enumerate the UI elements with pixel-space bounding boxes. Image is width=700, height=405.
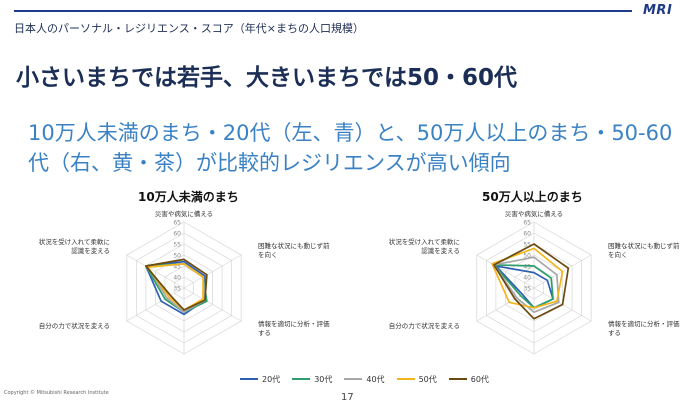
header-rule [14,10,632,12]
slide-subtitle: 日本人のパーソナル・レジリエンス・スコア（年代×まちの人口規模） [14,22,364,35]
chart-legend: 20代 30代 40代 50代 60代 [240,372,489,386]
legend-label: 30代 [314,374,333,384]
legend-label: 50代 [418,374,437,384]
page-number: 17 [341,392,354,403]
chart-title-large-cities: 50万人以上のまち [482,190,583,204]
lead-text: 10万人未満のまち・20代（左、青）と、50万人以上のまち・50-60代（右、黄… [28,121,673,175]
radial-tick-label: 60 [523,231,531,238]
category-label: 災害や病気に備える [155,209,213,218]
category-label: 情報を適切に分析・評価する [258,319,330,337]
legend-swatch [240,378,258,380]
axis-spoke [183,254,242,289]
radial-tick-label: 40 [173,275,181,282]
radial-tick-label: 35 [173,286,181,293]
axis-spoke [126,287,185,322]
category-label: 自分の力で状況を変える [389,321,460,330]
axis-spoke [476,287,535,322]
radial-tick-label: 45 [173,264,181,271]
radial-tick-label: 65 [523,220,531,227]
radial-tick-label: 55 [523,242,531,249]
legend-swatch [396,378,415,380]
category-label: 情報を適切に分析・評価する [608,319,680,337]
legend-swatch [292,378,311,380]
axis-spoke [476,254,535,289]
category-label: 災害や病気に備える [505,209,563,218]
radial-tick-label: 55 [173,242,181,249]
category-label: 困難な状況にも動じず前を向く [608,241,680,259]
legend-item-40: 40代 [344,374,385,385]
mri-logo: MRI [643,3,673,18]
radar-chart-small-towns: 35 40 45 50 55 60 65 災害や病気に備える困難な状況にも動じず前を向く情報を… [39,209,330,355]
series-line-50代 [491,247,564,309]
legend-swatch [344,378,363,380]
slide-headline: 小さいまちでは若手、大きいまちでは50・60代 [16,65,518,91]
category-label: 自分の力で状況を変える [39,321,110,330]
radial-tick-label: 40 [523,275,531,282]
radial-tick-label: 60 [173,231,181,238]
legend-item-60: 60代 [448,374,489,385]
category-label: 困難な状況にも動じず前を向く [258,241,330,259]
radial-tick-label: 50 [173,253,181,260]
radial-tick-label: 45 [523,264,531,271]
legend-item-20: 20代 [240,374,280,385]
radial-tick-label: 50 [523,253,531,260]
legend-label: 40代 [366,374,385,384]
radial-tick-label: 65 [173,220,181,227]
legend-swatch [448,378,467,380]
category-label: 状況を受け入れて柔軟に認識を変える [39,237,110,255]
category-label: 状況を受け入れて柔軟に認識を変える [389,237,460,255]
legend-item-30: 30代 [292,374,332,385]
radial-tick-label: 35 [523,286,531,293]
radar-chart-large-cities: 35 40 45 50 55 60 65 災害や病気に備える困難な状況にも動じず前を向く情報を… [389,209,680,355]
series-line-60代 [493,243,570,320]
series-line-60代 [145,258,208,311]
axis-spoke [183,287,242,322]
legend-label: 60代 [470,374,489,384]
axis-spoke [126,254,185,289]
chart-title-small-towns: 10万人未満のまち [138,190,239,204]
copyright-text: Copyright © Mitsubishi Research Institut… [4,390,109,396]
legend-item-50: 50代 [396,374,437,385]
legend-label: 20代 [262,374,281,384]
